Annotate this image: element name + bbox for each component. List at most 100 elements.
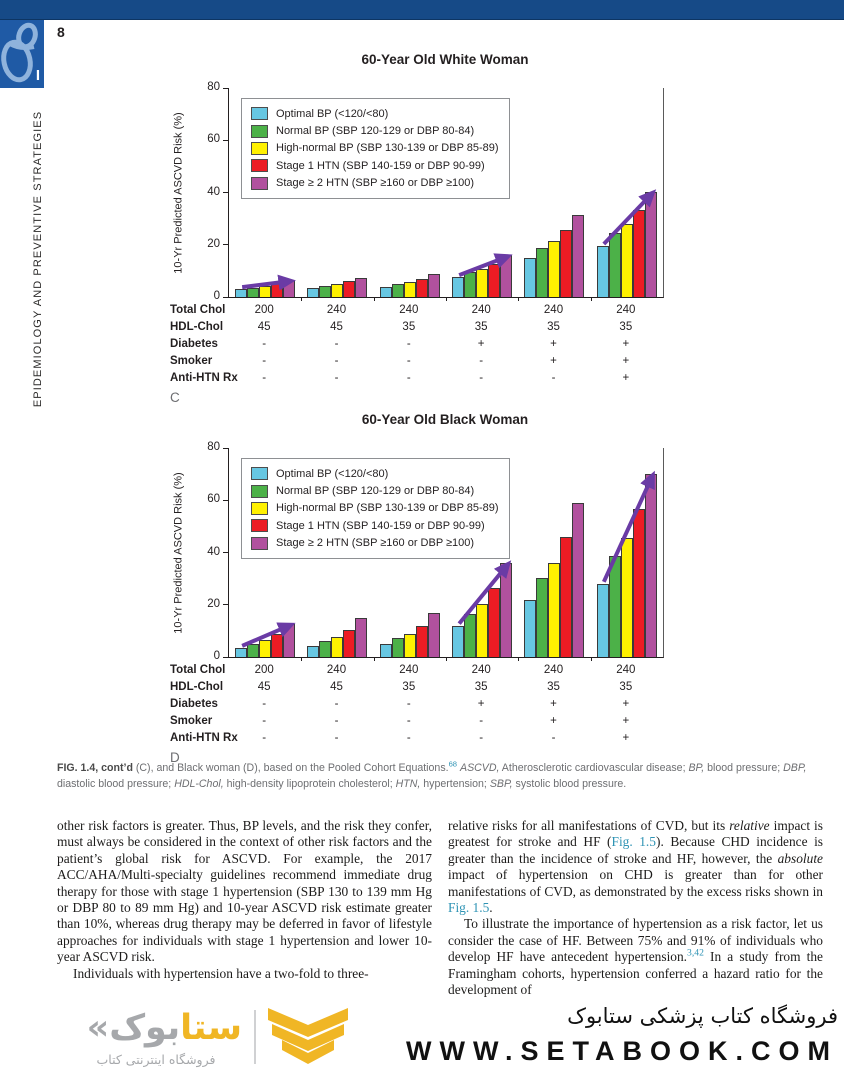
cell-value: + <box>622 355 630 367</box>
bar <box>331 636 344 657</box>
bar <box>608 233 621 297</box>
cell-value: 45 <box>330 681 343 693</box>
legend-swatch <box>251 124 268 138</box>
cell-value: 35 <box>619 681 633 693</box>
bar <box>572 502 585 657</box>
legend-label: Normal BP (SBP 120-129 or DBP 80-84) <box>276 125 475 138</box>
y-tick-label: 20 <box>207 237 220 250</box>
cell-value: + <box>622 338 630 350</box>
paragraph: other risk factors is greater. Thus, BP … <box>57 818 432 965</box>
cell-value: - <box>551 372 556 384</box>
cell-value: 45 <box>257 321 271 333</box>
body-column-right: relative risks for all manifestations of… <box>448 818 823 998</box>
bar <box>500 562 513 657</box>
bar-group <box>301 88 373 297</box>
cell-value: - <box>406 372 411 384</box>
part-number: I <box>35 67 40 84</box>
cell-value: - <box>334 355 339 367</box>
chevron-emblem-icon <box>267 1008 348 1064</box>
cell-value: + <box>477 698 485 710</box>
bar <box>632 509 645 657</box>
cell-value: - <box>406 715 411 727</box>
bar <box>331 283 344 297</box>
paragraph: Individuals with hypertension have a two… <box>73 965 369 981</box>
bar <box>259 640 272 657</box>
risk-table-row: Diabetes - - - + + + <box>158 698 688 715</box>
bar <box>536 577 549 657</box>
cell-value: - <box>406 698 411 710</box>
legend-item: Stage ≥ 2 HTN (SBP ≥160 or DBP ≥100) <box>251 535 499 552</box>
bar <box>307 288 320 297</box>
row-label: Smoker <box>170 715 213 727</box>
cell-value: 240 <box>326 304 347 316</box>
cell-value: - <box>406 355 411 367</box>
cell-value: - <box>262 715 267 727</box>
bar <box>319 285 332 297</box>
bar <box>488 263 501 297</box>
row-label: Smoker <box>170 355 213 367</box>
risk-table-row: Anti-HTN Rx - - - - - + <box>158 732 688 749</box>
bar <box>620 223 633 297</box>
legend-item: Stage 1 HTN (SBP 140-159 or DBP 90-99) <box>251 517 499 534</box>
y-tick-label: 20 <box>207 597 220 610</box>
bar <box>608 556 621 657</box>
cell-value: + <box>550 715 557 727</box>
row-label: Anti-HTN Rx <box>170 372 238 384</box>
x-tick-mark <box>446 297 447 301</box>
page-number: 8 <box>57 24 65 40</box>
x-tick-mark <box>590 657 592 661</box>
y-tick-mark <box>223 244 228 246</box>
cell-value: - <box>262 698 267 710</box>
panel-label: D <box>170 750 180 765</box>
cell-value: - <box>479 715 484 727</box>
legend-swatch <box>251 519 268 533</box>
risk-table-row: Anti-HTN Rx - - - - - + <box>158 372 688 389</box>
legend-label: Optimal BP (<120/<80) <box>276 107 389 120</box>
cell-value: - <box>406 338 411 350</box>
cell-value: - <box>262 732 267 744</box>
chart-title: 60-Year Old White Woman <box>361 52 529 67</box>
cell-value: + <box>622 732 630 744</box>
y-axis-label: 10-Yr Predicted ASCVD Risk (%) <box>173 111 186 274</box>
legend-swatch <box>251 536 268 550</box>
bar <box>476 603 489 657</box>
y-tick-label: 0 <box>213 290 220 302</box>
cell-value: - <box>334 372 339 384</box>
chart-panel-d: 60-Year Old Black Woman 10-Yr Predicted A… <box>158 412 688 770</box>
cell-value: - <box>479 732 484 744</box>
legend-swatch <box>251 501 268 515</box>
bar <box>271 283 284 297</box>
cell-value: 35 <box>619 321 633 333</box>
cell-value: 35 <box>547 681 560 693</box>
store-url[interactable]: WWW.SETABOOK.COM <box>406 1036 838 1066</box>
cell-value: + <box>622 715 630 727</box>
cell-value: 240 <box>399 304 419 316</box>
cell-value: - <box>479 372 484 384</box>
body-text: other risk factors is greater. Thus, BP … <box>57 818 823 998</box>
row-label: Total Chol <box>170 304 226 316</box>
plot-area: 10-Yr Predicted ASCVD Risk (%) 0 20 40 60 80 O… <box>173 81 664 302</box>
bar <box>415 625 428 657</box>
legend-label: Normal BP (SBP 120-129 or DBP 80-84) <box>276 485 475 498</box>
y-tick-mark <box>223 499 228 501</box>
store-wordmark: « بوک ستا <box>86 1008 242 1048</box>
bar-group <box>518 88 590 297</box>
risk-table-row: HDL-Chol 45 45 35 35 35 35 <box>158 321 688 338</box>
paragraph: relative risks for all manifestations of… <box>448 818 823 916</box>
legend-item: Stage ≥ 2 HTN (SBP ≥160 or DBP ≥100) <box>251 175 499 192</box>
bar <box>247 643 260 657</box>
legend-label: Stage ≥ 2 HTN (SBP ≥160 or DBP ≥100) <box>276 537 475 550</box>
cell-value: 240 <box>616 304 636 316</box>
cell-value: 45 <box>257 681 271 693</box>
figure-caption: FIG. 1.4, cont’d (C), and Black woman (D… <box>57 759 807 790</box>
bar <box>235 289 248 297</box>
cell-value: 35 <box>474 321 488 333</box>
section-sidebar-label: EPIDEMIOLOGY AND PREVENTIVE STRATEGIES <box>32 110 45 408</box>
bar-group <box>301 448 373 657</box>
cell-value: 240 <box>471 664 491 676</box>
bar <box>415 278 428 297</box>
legend-swatch <box>251 159 268 173</box>
y-tick-label: 40 <box>207 545 220 558</box>
legend-item: High-normal BP (SBP 130-139 or DBP 85-89… <box>251 500 499 517</box>
legend-label: Optimal BP (<120/<80) <box>276 467 389 480</box>
